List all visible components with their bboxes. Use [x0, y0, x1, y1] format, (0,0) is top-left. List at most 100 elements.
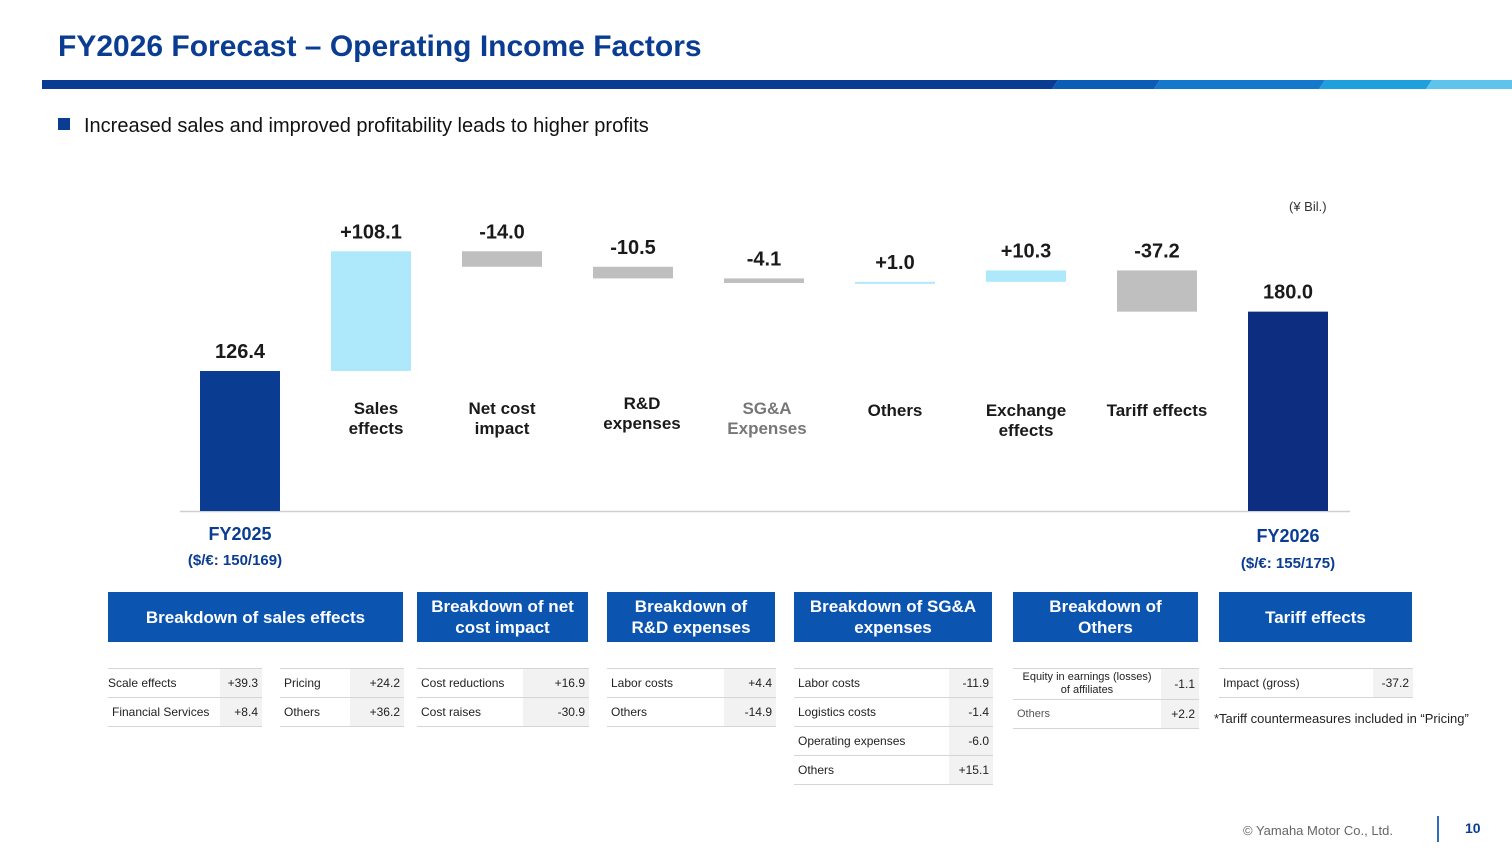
table-row: Scale effects +39.3	[108, 668, 262, 698]
row-label: Labor costs	[794, 668, 949, 698]
row-value: +15.1	[949, 755, 993, 785]
band-segment	[1426, 80, 1512, 89]
sales-breakdown-table-left: Scale effects +39.3 Financial Services +8.…	[108, 668, 262, 727]
row-label: Others	[607, 697, 724, 727]
row-value: +4.4	[724, 668, 776, 698]
row-value: -1.4	[949, 697, 993, 727]
row-label: Cost raises	[417, 697, 523, 727]
category-label: impact	[475, 419, 530, 438]
value-label: -10.5	[610, 237, 656, 259]
breakdown-netcost-header: Breakdown of net cost impact	[417, 592, 588, 642]
category-label: FY2025	[208, 524, 271, 544]
row-value: -30.9	[523, 697, 589, 727]
category-label: Sales	[354, 399, 398, 418]
category-label: FY2026	[1256, 526, 1319, 546]
netcost-breakdown-table: Cost reductions +16.9 Cost raises -30.9	[417, 668, 589, 727]
copyright-text: © Yamaha Motor Co., Ltd.	[1243, 823, 1394, 838]
headline-text: Increased sales and improved profitabili…	[84, 115, 649, 137]
row-value: +8.4	[220, 697, 262, 727]
row-value: -6.0	[949, 726, 993, 756]
category-label: effects	[999, 421, 1054, 440]
fx-rate-label: ($/€: 155/175)	[1241, 555, 1335, 572]
sales-breakdown-table-right: Pricing +24.2 Others +36.2	[280, 668, 404, 727]
bar-fy2026	[1248, 311, 1328, 511]
row-value: +24.2	[350, 668, 404, 698]
bar-sales-effects	[331, 251, 411, 371]
value-label: +10.3	[1001, 240, 1052, 262]
row-value: +36.2	[350, 697, 404, 727]
row-label: Financial Services	[108, 697, 220, 727]
band-segment	[1319, 80, 1432, 89]
category-label: Expenses	[727, 419, 806, 438]
row-value: -1.1	[1161, 668, 1199, 700]
square-bullet-icon	[58, 118, 70, 130]
row-label: Others	[794, 755, 949, 785]
rd-breakdown-table: Labor costs +4.4 Others -14.9	[607, 668, 776, 727]
breakdown-sales-header: Breakdown of sales effects	[108, 592, 403, 642]
value-label: -4.1	[747, 248, 781, 270]
value-label: 126.4	[215, 341, 266, 363]
band-segment	[1154, 80, 1325, 89]
table-row: Pricing +24.2	[280, 668, 404, 698]
bar-r-d-expenses	[593, 266, 673, 279]
category-label: Exchange	[986, 401, 1066, 420]
table-row: Cost reductions +16.9	[417, 668, 589, 698]
table-row: Others -14.9	[607, 697, 776, 727]
row-label: Operating expenses	[794, 726, 949, 756]
row-value: +39.3	[220, 668, 262, 698]
value-label: +108.1	[340, 221, 402, 243]
row-label: Cost reductions	[417, 668, 523, 698]
row-value: -11.9	[949, 668, 993, 698]
unit-label: (¥ Bil.)	[1289, 199, 1327, 214]
row-label: Logistics costs	[794, 697, 949, 727]
category-label: expenses	[603, 414, 681, 433]
category-label: R&D	[624, 394, 661, 413]
table-row: Financial Services +8.4	[108, 697, 262, 727]
bar-fy2025	[200, 371, 280, 511]
category-label: SG&A	[742, 399, 791, 418]
value-label: +1.0	[875, 252, 914, 274]
sga-breakdown-table: Labor costs -11.9 Logistics costs -1.4 Ope…	[794, 668, 993, 785]
category-label: effects	[349, 419, 404, 438]
row-label: Equity in earnings (losses) of affiliate…	[1013, 668, 1161, 700]
page-title: FY2026 Forecast – Operating Income Facto…	[58, 30, 702, 63]
band-segment	[42, 80, 1058, 89]
row-value: -37.2	[1373, 668, 1413, 698]
breakdown-sga-header: Breakdown of SG&A expenses	[794, 592, 992, 642]
band-segment	[1052, 80, 1160, 89]
tariff-breakdown-table: Impact (gross) -37.2	[1219, 668, 1413, 698]
tariff-effects-header: Tariff effects	[1219, 592, 1412, 642]
fx-rate-label: ($/€: 150/169)	[188, 552, 282, 569]
tariff-note: *Tariff countermeasures included in “Pri…	[1214, 711, 1469, 726]
table-row: Impact (gross) -37.2	[1219, 668, 1413, 698]
bar-exchange-effects	[986, 270, 1066, 282]
row-label: Others	[1013, 699, 1161, 729]
table-row: Labor costs -11.9	[794, 668, 993, 698]
table-row: Equity in earnings (losses) of affiliate…	[1013, 668, 1199, 700]
bar-others	[855, 281, 935, 284]
breakdown-rd-header: Breakdown of R&D expenses	[607, 592, 775, 642]
value-label: 180.0	[1263, 282, 1313, 304]
breakdown-others-header: Breakdown of Others	[1013, 592, 1198, 642]
headline-bullet: Increased sales and improved profitabili…	[58, 115, 649, 138]
table-row: Logistics costs -1.4	[794, 697, 993, 727]
table-row: Labor costs +4.4	[607, 668, 776, 698]
table-row: Others +15.1	[794, 755, 993, 785]
table-row: Others +36.2	[280, 697, 404, 727]
category-label: Others	[868, 401, 923, 420]
row-value: -14.9	[724, 697, 776, 727]
table-row: Cost raises -30.9	[417, 697, 589, 727]
category-label: Tariff effects	[1107, 401, 1208, 420]
bar-tariff-effects	[1117, 270, 1197, 312]
header-band	[42, 80, 1512, 89]
page-separator	[1437, 816, 1439, 842]
row-label: Pricing	[280, 668, 350, 698]
page-number: 10	[1465, 820, 1481, 836]
row-label: Labor costs	[607, 668, 724, 698]
row-label: Impact (gross)	[1219, 668, 1373, 698]
table-row: Others +2.2	[1013, 699, 1199, 729]
bar-net-cost-impact	[462, 251, 542, 267]
others-breakdown-table: Equity in earnings (losses) of affiliate…	[1013, 668, 1199, 729]
bar-sg-a-expenses	[724, 278, 804, 283]
